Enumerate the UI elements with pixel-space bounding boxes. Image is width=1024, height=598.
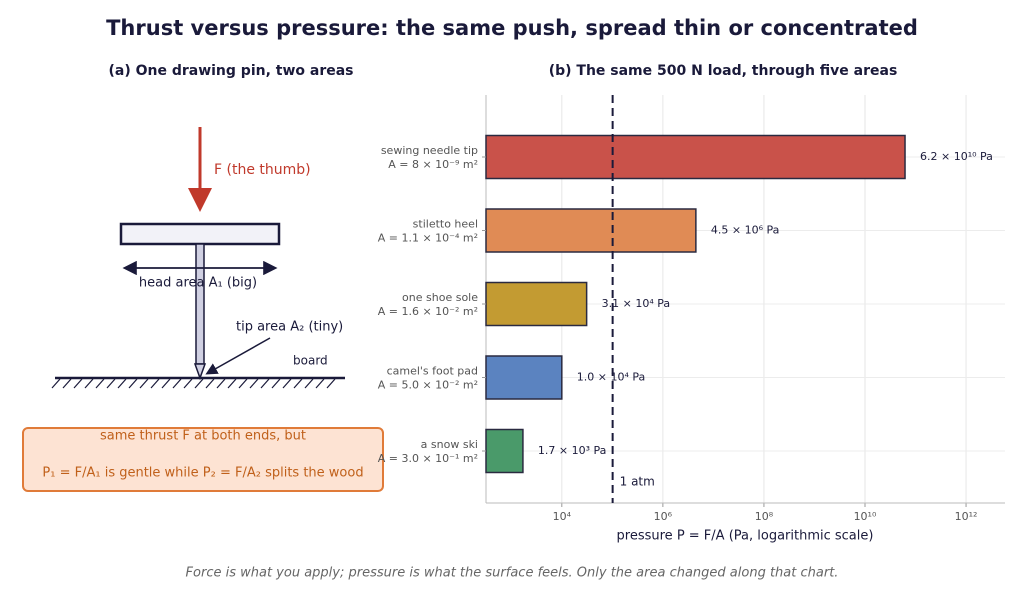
hatch-line [315,378,325,389]
category-label: stiletto heel [413,218,478,231]
note-formula: P₁ = F/A₁ is gentle while P₂ = F/A₂ spli… [42,466,363,481]
area-label: A = 1.6 × 10⁻² m² [378,305,478,318]
hatch-line [249,378,259,389]
x-axis-label: pressure P = F/A (Pa, logarithmic scale) [617,529,874,544]
hatch-line [139,378,149,389]
hatch-line [106,378,116,389]
pin-tip [193,363,207,381]
tip-pointer [205,337,271,375]
hatch-line [73,378,83,389]
hatch-line [304,378,314,389]
panel-title: (a) One drawing pin, two areas [108,63,353,79]
chart-title: (b) The same 500 N load, through five ar… [549,63,898,79]
area-label: A = 1.1 × 10⁻⁴ m² [378,232,478,245]
value-label: 4.5 × 10⁶ Pa [711,224,780,237]
hatch-line [216,378,226,389]
x-tick-label: 10⁴ [553,510,572,523]
x-tick-label: 10¹⁰ [854,510,877,523]
bar [485,355,563,400]
pin-shaft [195,243,205,365]
bar [485,428,524,474]
hatch-line [282,378,292,389]
bar [485,208,697,253]
pin-head [119,222,281,246]
category-label: a snow ski [421,438,478,451]
hatch-line [194,378,204,389]
head-label: head area A₁ (big) [139,276,257,291]
hatch-line [51,378,61,389]
x-tick-label: 10¹² [955,510,978,523]
reference-label: 1 atm [620,475,655,489]
bar [485,281,588,327]
hatch-line [84,378,94,389]
x-tick-label: 10⁸ [755,510,774,523]
board-hatching [51,378,336,389]
value-label: 6.2 × 10¹⁰ Pa [920,150,993,163]
hatch-line [260,378,270,389]
hatch-line [150,378,160,389]
board-label: board [293,354,328,368]
hatch-line [326,378,336,389]
category-label: sewing needle tip [381,144,478,157]
pin-diagram: F (the thumb) head area A₁ (big) tip are… [22,127,384,492]
area-label: A = 5.0 × 10⁻² m² [378,379,478,392]
hatch-line [95,378,105,389]
force-label: F (the thumb) [214,162,311,178]
hatch-line [227,378,237,389]
hatch-line [161,378,171,389]
hatch-line [238,378,248,389]
hatch-line [117,378,127,389]
tip-label: tip area A₂ (tiny) [236,320,343,335]
hatch-line [128,378,138,389]
note-box [22,427,384,492]
note-line: same thrust F at both ends, but [100,429,306,444]
value-label: 1.7 × 10³ Pa [538,444,607,457]
x-tick-label: 10⁶ [654,510,673,523]
category-label: one shoe sole [402,291,478,304]
category-label: camel's foot pad [387,365,478,378]
hatch-line [293,378,303,389]
hatch-line [62,378,72,389]
page-title: Thrust versus pressure: the same push, s… [106,16,918,40]
hatch-line [271,378,281,389]
hatch-line [205,378,215,389]
area-label: A = 3.0 × 10⁻¹ m² [378,452,478,465]
value-label: 1.0 × 10⁴ Pa [577,371,646,384]
footer-caption: Force is what you apply; pressure is wha… [186,566,839,581]
bar [485,134,906,180]
hatch-line [183,378,193,389]
bar-chart: (b) The same 500 N load, through five ar… [378,63,1005,544]
area-label: A = 8 × 10⁻⁹ m² [388,158,478,171]
hatch-line [172,378,182,389]
value-label: 3.1 × 10⁴ Pa [602,297,671,310]
